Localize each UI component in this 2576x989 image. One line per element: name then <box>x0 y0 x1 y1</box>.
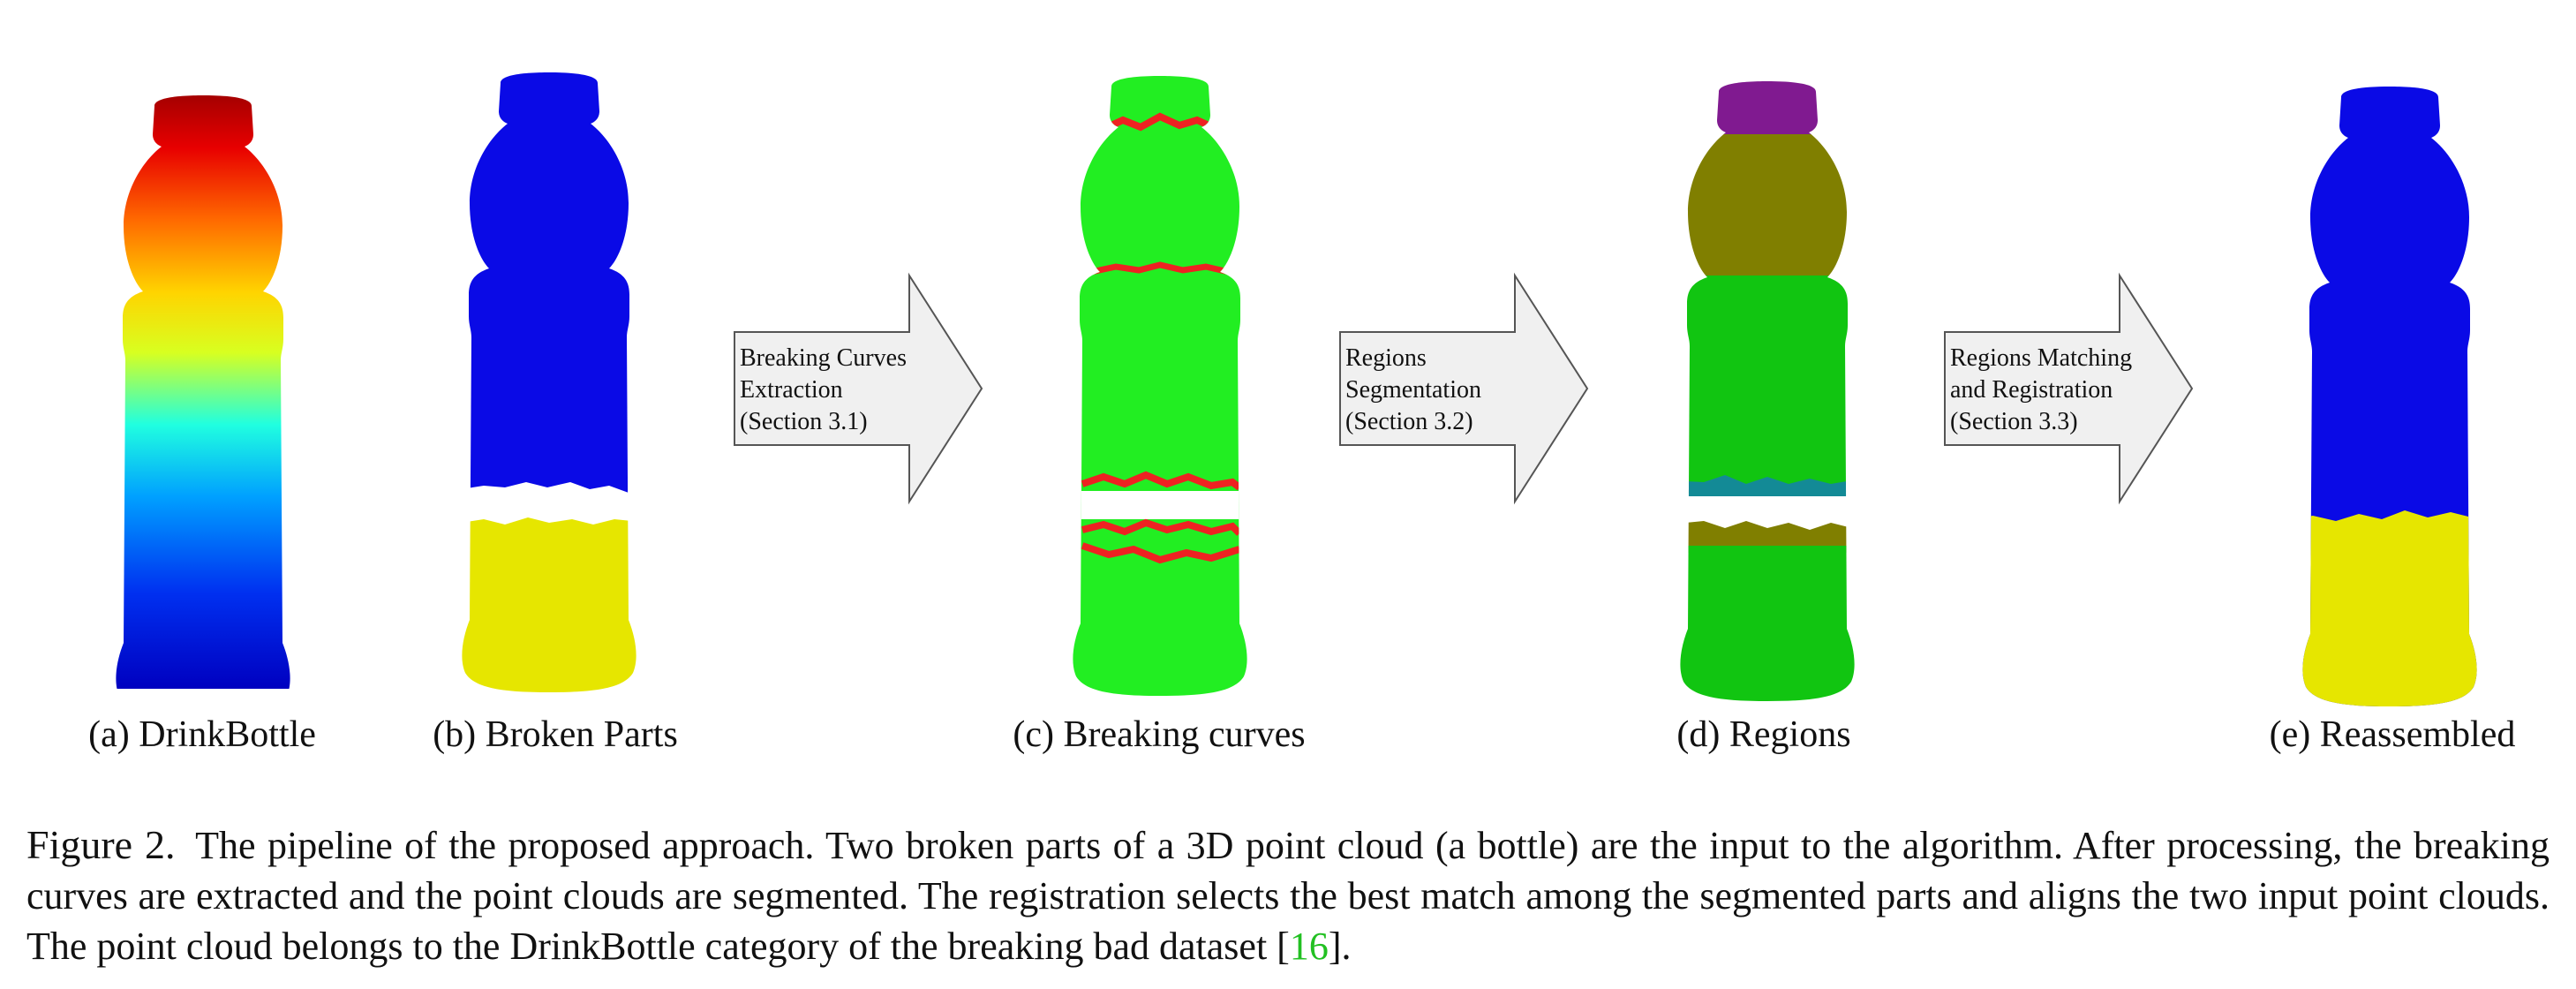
arrow-2-line-2: Segmentation <box>1345 376 1481 404</box>
panel-d-caption: (d) Regions <box>1676 714 1851 755</box>
arrow-breaking-curves-extraction: Breaking Curves Extraction (Section 3.1) <box>734 272 983 505</box>
region-upper-body <box>1680 276 1855 494</box>
citation-link[interactable]: 16 <box>1289 925 1329 968</box>
breaking-curve-shoulder <box>1090 261 1230 276</box>
breaking-curve-upper-break <box>1081 471 1242 491</box>
panel-b-broken-parts-image <box>462 72 636 692</box>
arrow-2-line-1: Regions <box>1345 344 1427 372</box>
panel-c-breaking-curves-image <box>1073 76 1247 696</box>
pipeline-figure: Breaking Curves Extraction (Section 3.1)… <box>116 72 2477 706</box>
panel-d-regions-image <box>1680 81 1855 701</box>
caption-text: The pipeline of the proposed approach. T… <box>26 824 2550 968</box>
panel-a-drinkbottle-image <box>116 95 290 689</box>
figure-label: Figure 2. <box>26 822 176 867</box>
breaking-curve-lower-rim <box>1081 542 1241 564</box>
panel-a-caption: (a) DrinkBottle <box>88 714 316 755</box>
panel-e-reassembled-image <box>2302 87 2477 706</box>
region-upper-edge <box>1680 475 1855 496</box>
reassembled-lower-part <box>2302 510 2477 706</box>
arrow-2-line-3: (Section 3.2) <box>1345 408 1473 435</box>
upper-fragment <box>462 72 636 496</box>
region-cap <box>1680 81 1855 134</box>
region-lower-rim <box>1680 521 1855 553</box>
figure-caption: Figure 2. The pipeline of the proposed a… <box>26 819 2550 971</box>
arrow-1-line-3: (Section 3.1) <box>740 408 868 435</box>
region-shoulder <box>1680 134 1855 276</box>
panel-e-caption: (e) Reassembled <box>2269 714 2516 755</box>
breaking-curve-lower-break <box>1081 518 1242 536</box>
arrow-3-line-1: Regions Matching <box>1950 344 2132 372</box>
region-lower-body <box>1680 546 1855 701</box>
caption-text-end: ]. <box>1328 925 1352 968</box>
breaking-curve-cap <box>1102 112 1218 132</box>
panel-b-caption: (b) Broken Parts <box>433 714 678 755</box>
arrow-3-line-3: (Section 3.3) <box>1950 408 2078 435</box>
arrow-regions-matching-registration: Regions Matching and Registration (Secti… <box>1944 272 2194 505</box>
arrow-regions-segmentation: Regions Segmentation (Section 3.2) <box>1339 272 1589 505</box>
lower-fragment <box>462 517 636 692</box>
panel-c-caption: (c) Breaking curves <box>1013 714 1306 755</box>
arrow-1-line-2: Extraction <box>740 376 843 404</box>
arrow-1-line-1: Breaking Curves <box>740 344 907 372</box>
arrow-3-line-2: and Registration <box>1950 376 2113 404</box>
